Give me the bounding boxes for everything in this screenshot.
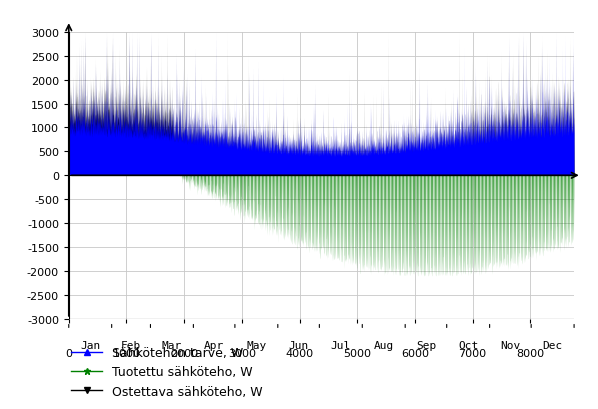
Text: Jun: Jun <box>288 340 309 351</box>
Text: Nov: Nov <box>501 340 520 351</box>
Text: Feb: Feb <box>121 340 141 351</box>
Text: Jan: Jan <box>80 340 100 351</box>
Text: Apr: Apr <box>204 340 224 351</box>
Text: Aug: Aug <box>374 340 394 351</box>
Legend: Sähkötehon tarve, W, Tuotettu sähköteho, W, Ostettava sähköteho, W: Sähkötehon tarve, W, Tuotettu sähköteho,… <box>66 342 268 403</box>
Text: Sep: Sep <box>416 340 436 351</box>
Text: Jul: Jul <box>331 340 351 351</box>
Text: Dec: Dec <box>542 340 562 351</box>
Text: Oct: Oct <box>458 340 478 351</box>
Text: May: May <box>246 340 267 351</box>
Text: Mar: Mar <box>162 340 182 351</box>
